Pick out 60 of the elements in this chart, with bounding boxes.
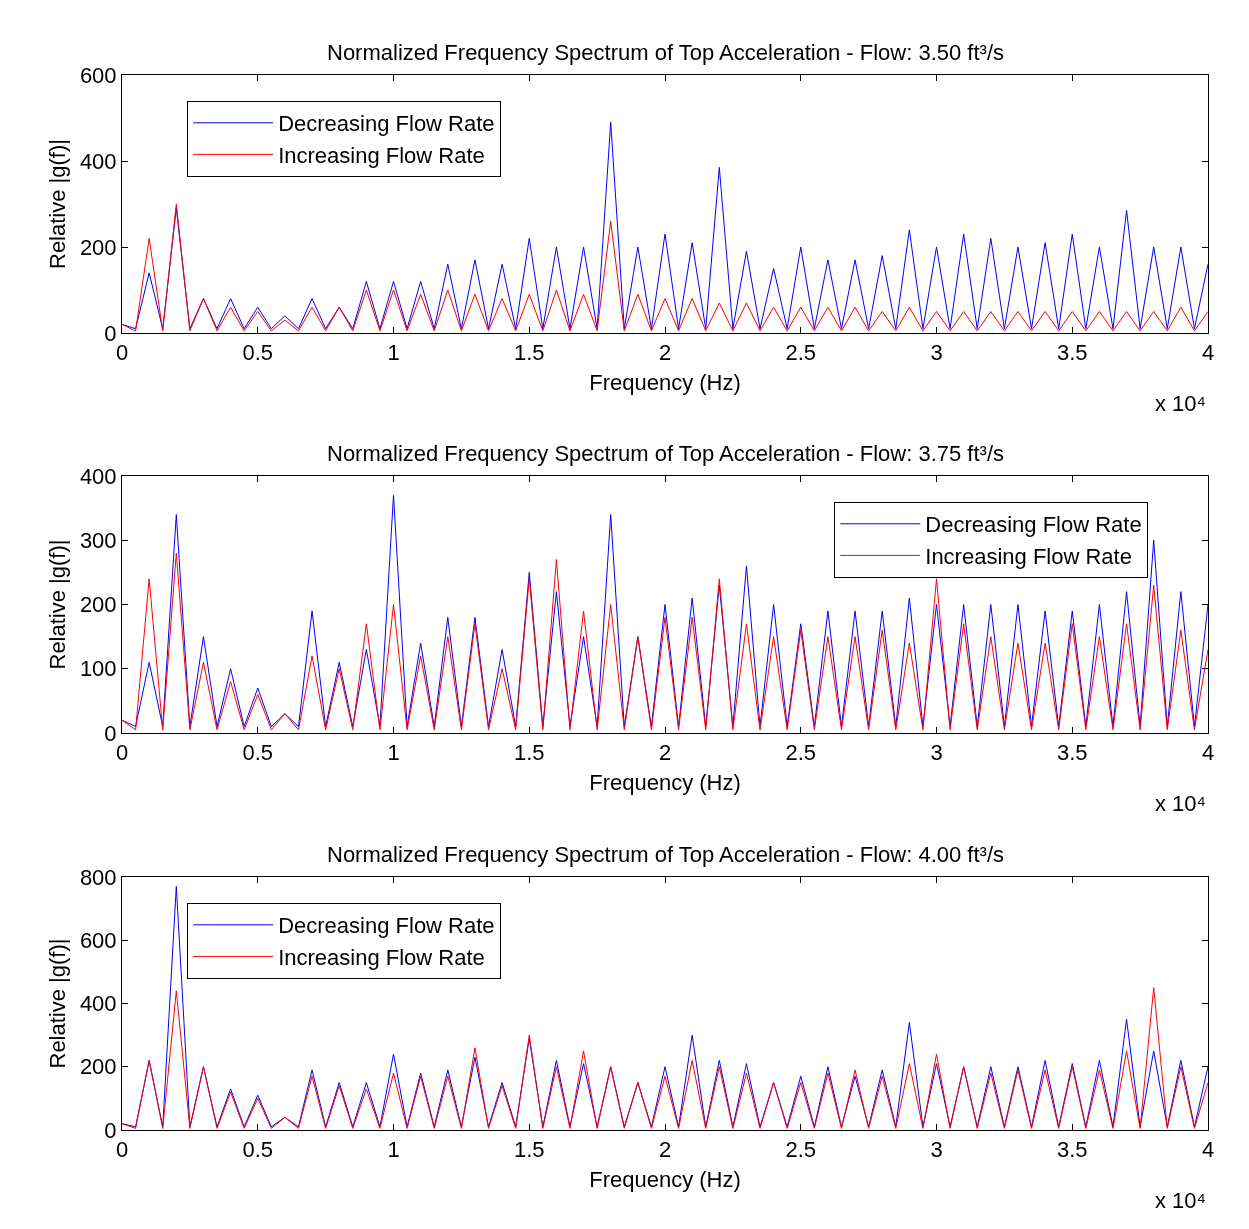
x-axis-title: Frequency (Hz) [589,770,741,796]
y-tick-label: 0 [104,320,117,346]
line-series [122,885,1208,1128]
x-tick-label: 2.5 [785,340,817,366]
x-tick-label: 3 [930,1137,943,1163]
x-tick-label: 3.5 [1056,1137,1088,1163]
y-tick-label: 400 [79,991,117,1017]
x-tick-label: 2 [658,340,672,366]
legend-label: Decreasing Flow Rate [278,111,495,137]
y-tick-label: 800 [79,864,117,890]
legend-label: Increasing Flow Rate [925,543,1132,569]
x-tick-label: 3.5 [1056,340,1088,366]
x-tick-label: 2.5 [785,1137,817,1163]
legend-label: Decreasing Flow Rate [925,512,1142,538]
line-series [122,203,1208,332]
x-axis-title: Frequency (Hz) [589,1167,741,1193]
x-axis-title: Frequency (Hz) [589,370,741,396]
chart-title: Normalized Frequency Spectrum of Top Acceleration - Flow: 3.50 ft³/s [327,40,1004,65]
y-axis-title: Relative |g(f)| [44,938,70,1069]
y-tick-label: 300 [79,527,117,553]
x-tick-label: 2 [658,740,672,766]
x-tick-label: 3 [930,740,943,766]
x-tick-label: 3.5 [1056,740,1088,766]
y-axis-title: Relative |g(f)| [44,138,70,270]
x-tick-label: 2 [658,1137,672,1163]
y-tick-label: 0 [104,1117,117,1143]
x-tick-label: 1 [387,740,400,766]
text: x 10⁴ [1155,791,1207,816]
chart-title: Normalized Frequency Spectrum of Top Acceleration - Flow: 4.00 ft³/s [327,842,1004,867]
chart-title: Normalized Frequency Spectrum of Top Acceleration - Flow: 3.75 ft³/s [327,441,1004,466]
y-tick-label: 400 [79,463,117,489]
legend-label: Increasing Flow Rate [278,944,485,970]
x-tick-label: 1.5 [513,1137,545,1163]
y-tick-label: 0 [104,720,117,746]
y-tick-label: 200 [79,592,117,618]
x-tick-label: 1.5 [513,740,545,766]
y-tick-label: 200 [79,1054,117,1080]
y-axis-title: Relative |g(f)| [44,539,70,670]
x-tick-label: 3 [930,340,943,366]
text: x 10⁴ [1155,1188,1207,1213]
x-tick-label: 0.5 [242,740,274,766]
x-tick-label: 4 [1201,1137,1215,1163]
x-tick-label: 1.5 [513,340,545,366]
y-tick-label: 600 [79,62,117,88]
y-tick-label: 200 [79,234,117,260]
line-series [122,987,1208,1129]
x-tick-label: 0.5 [242,1137,274,1163]
x-tick-label: 4 [1201,340,1215,366]
x-tick-label: 2.5 [785,740,817,766]
legend-label: Increasing Flow Rate [278,142,485,168]
x-tick-label: 1 [387,1137,400,1163]
y-tick-label: 400 [79,148,117,174]
text: x 10⁴ [1155,391,1207,416]
x-tick-label: 1 [387,340,400,366]
x-tick-label: 4 [1201,740,1215,766]
y-tick-label: 600 [79,927,117,953]
y-tick-label: 100 [79,656,117,682]
legend-label: Decreasing Flow Rate [278,913,495,939]
line-series [122,494,1208,728]
x-tick-label: 0.5 [242,340,274,366]
